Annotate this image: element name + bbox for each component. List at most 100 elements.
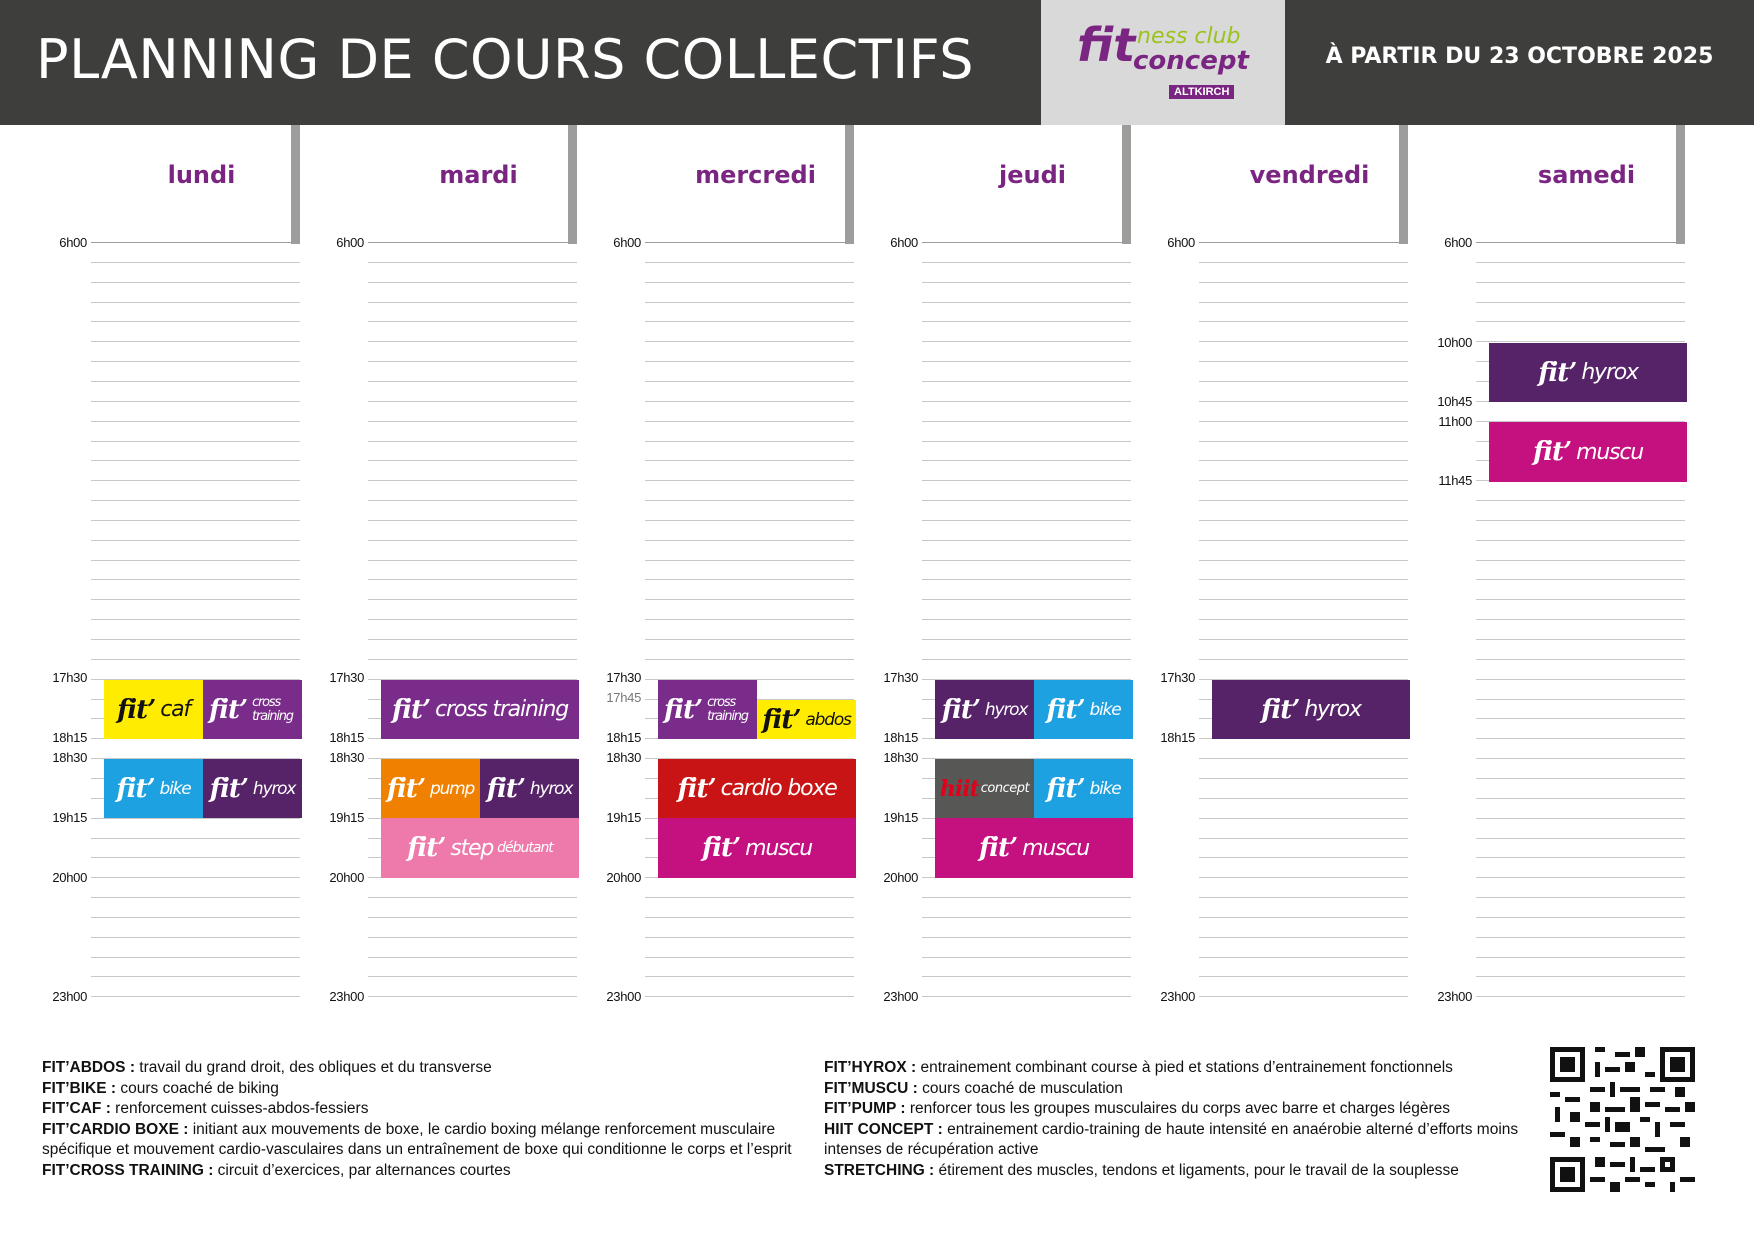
time-label: 19h15 bbox=[329, 810, 364, 825]
column-divider bbox=[845, 125, 854, 244]
class-fit-cardio-boxe[interactable]: fit’ cardio boxe bbox=[658, 759, 856, 818]
time-label: 10h45 bbox=[1437, 394, 1472, 409]
grid-line bbox=[1476, 798, 1685, 799]
class-fit-cross-training[interactable]: fit’ cross training bbox=[203, 680, 302, 739]
class-fit-hyrox[interactable]: fit’ hyrox bbox=[1212, 680, 1410, 739]
grid-line bbox=[645, 262, 854, 263]
grid-line bbox=[368, 480, 577, 481]
grid-line bbox=[645, 361, 854, 362]
grid-line bbox=[645, 282, 854, 283]
qr-code[interactable] bbox=[1550, 1047, 1695, 1192]
time-label: 10h00 bbox=[1437, 335, 1472, 350]
time-label: 17h30 bbox=[606, 670, 641, 685]
class-fit-cross-training[interactable]: fit’ cross training bbox=[658, 680, 757, 739]
grid-line bbox=[1199, 441, 1408, 442]
grid-line bbox=[1199, 937, 1408, 938]
legend-item: FIT’PUMP : renforcer tous les groupes mu… bbox=[824, 1100, 1451, 1117]
grid-line bbox=[91, 302, 300, 303]
class-fit-muscu[interactable]: fit’ muscu bbox=[658, 818, 856, 878]
grid-line bbox=[1199, 778, 1408, 779]
grid-line bbox=[645, 421, 854, 422]
grid-line bbox=[91, 937, 300, 938]
grid-line bbox=[1199, 798, 1408, 799]
grid-line bbox=[1476, 282, 1685, 283]
grid-line bbox=[1476, 639, 1685, 640]
class-fit-abdos[interactable]: fit’ abdos bbox=[757, 700, 856, 739]
grid-line bbox=[1199, 500, 1408, 501]
grid-line bbox=[645, 302, 854, 303]
grid-line bbox=[1476, 778, 1685, 779]
class-fit-caf[interactable]: fit’ caf bbox=[104, 680, 203, 739]
class-fit-muscu[interactable]: fit’ muscu bbox=[935, 818, 1133, 878]
grid-line bbox=[645, 679, 854, 680]
class-fit-bike[interactable]: fit’ bike bbox=[1034, 680, 1133, 739]
column-divider bbox=[1676, 125, 1685, 244]
grid-line bbox=[368, 976, 577, 977]
grid-line bbox=[922, 242, 1131, 243]
grid-line bbox=[922, 500, 1131, 501]
grid-line bbox=[645, 560, 854, 561]
class-fit-step-debutant[interactable]: fit’ step débutant bbox=[381, 818, 579, 878]
grid-line bbox=[368, 441, 577, 442]
class-hiit-concept[interactable]: hiit concept bbox=[935, 759, 1034, 818]
logo-ness-club: ness club bbox=[1137, 24, 1241, 49]
grid-line bbox=[91, 818, 300, 819]
column-divider bbox=[1399, 125, 1408, 244]
class-fit-pump[interactable]: fit’ pump bbox=[381, 759, 480, 818]
grid-line bbox=[645, 242, 854, 243]
class-fit-hyrox[interactable]: fit’ hyrox bbox=[1489, 343, 1687, 402]
grid-line bbox=[1199, 262, 1408, 263]
class-fit-hyrox[interactable]: fit’ hyrox bbox=[203, 759, 302, 818]
class-fit-cross-training[interactable]: fit’ cross training bbox=[381, 680, 579, 739]
legend-item: HIIT CONCEPT : entrainement cardio-train… bbox=[824, 1120, 1519, 1159]
grid-line bbox=[922, 520, 1131, 521]
grid-line bbox=[1476, 302, 1685, 303]
grid-line bbox=[1476, 500, 1685, 501]
grid-line bbox=[368, 639, 577, 640]
grid-line bbox=[368, 659, 577, 660]
class-fit-hyrox[interactable]: fit’ hyrox bbox=[480, 759, 579, 818]
grid-line bbox=[922, 560, 1131, 561]
logo-city: ALTKIRCH bbox=[1169, 85, 1235, 99]
grid-line bbox=[1199, 957, 1408, 958]
grid-line bbox=[922, 302, 1131, 303]
grid-line bbox=[368, 401, 577, 402]
grid-line bbox=[91, 361, 300, 362]
grid-line bbox=[1476, 897, 1685, 898]
grid-line bbox=[368, 758, 577, 759]
grid-line bbox=[91, 639, 300, 640]
class-fit-bike[interactable]: fit’ bike bbox=[104, 759, 203, 818]
time-label: 6h00 bbox=[1444, 235, 1472, 250]
class-fit-hyrox[interactable]: fit’ hyrox bbox=[935, 680, 1034, 739]
class-fit-bike[interactable]: fit’ bike bbox=[1034, 759, 1133, 818]
grid-line bbox=[368, 619, 577, 620]
time-label: 18h15 bbox=[1160, 730, 1195, 745]
time-label: 19h15 bbox=[52, 810, 87, 825]
grid-line bbox=[922, 579, 1131, 580]
grid-line bbox=[645, 441, 854, 442]
grid-line bbox=[922, 897, 1131, 898]
time-label: 20h00 bbox=[52, 870, 87, 885]
grid-line bbox=[368, 262, 577, 263]
grid-line bbox=[91, 520, 300, 521]
grid-line bbox=[922, 957, 1131, 958]
grid-line bbox=[368, 361, 577, 362]
time-label: 18h15 bbox=[883, 730, 918, 745]
grid-line bbox=[922, 421, 1131, 422]
time-label: 19h15 bbox=[606, 810, 641, 825]
day-name: jeudi bbox=[999, 161, 1066, 189]
grid-line bbox=[368, 897, 577, 898]
grid-line bbox=[368, 321, 577, 322]
grid-line bbox=[91, 321, 300, 322]
grid-line bbox=[645, 579, 854, 580]
grid-line bbox=[922, 937, 1131, 938]
grid-line bbox=[368, 381, 577, 382]
time-label: 23h00 bbox=[1160, 989, 1195, 1004]
class-fit-muscu[interactable]: fit’ muscu bbox=[1489, 422, 1687, 482]
grid-line bbox=[91, 897, 300, 898]
grid-line bbox=[645, 460, 854, 461]
grid-line bbox=[1199, 659, 1408, 660]
time-label: 6h00 bbox=[336, 235, 364, 250]
grid-line bbox=[91, 500, 300, 501]
time-label: 23h00 bbox=[883, 989, 918, 1004]
